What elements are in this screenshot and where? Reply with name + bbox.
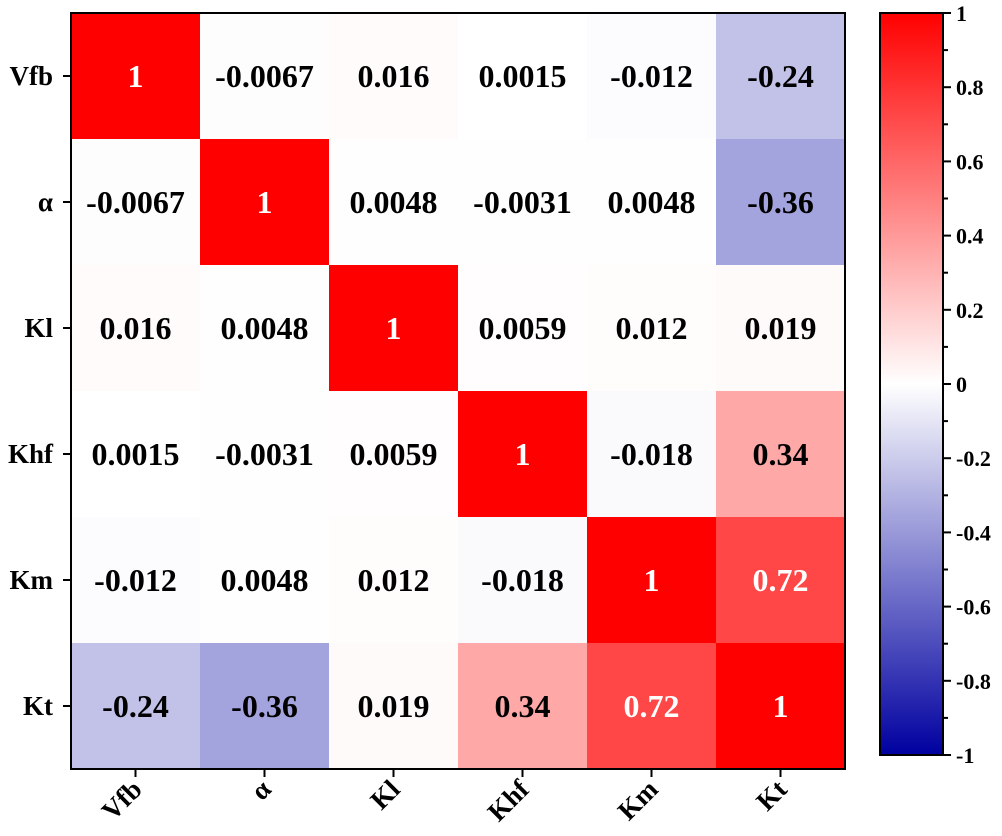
cell-value-label: -0.36 xyxy=(747,184,814,220)
colorbar-tick-label: -0.4 xyxy=(956,520,991,545)
cell-value-label: 0.0059 xyxy=(479,310,567,346)
row-label: Kt xyxy=(23,691,53,721)
cell-value-label: 1 xyxy=(257,184,273,220)
colorbar-tick-label: -1 xyxy=(956,743,974,768)
colorbar-gradient xyxy=(880,13,943,755)
cell-value-label: 1 xyxy=(128,58,144,94)
cell-value-label: 0.0015 xyxy=(92,436,180,472)
row-label: Vfb xyxy=(9,61,53,91)
cell-value-label: -0.018 xyxy=(610,436,693,472)
colorbar-tick-label: 0.2 xyxy=(956,298,984,323)
cell-value-label: -0.0031 xyxy=(473,184,572,220)
colorbar-tick-label: 1 xyxy=(956,1,967,26)
cell-value-label: 0.012 xyxy=(358,562,430,598)
cell-value-label: 1 xyxy=(515,436,531,472)
column-label: Km xyxy=(612,774,664,826)
cell-value-label: 0.0059 xyxy=(350,436,438,472)
colorbar-tick-label: -0.2 xyxy=(956,446,991,471)
cell-value-label: 1 xyxy=(644,562,660,598)
cell-value-label: -0.012 xyxy=(610,58,693,94)
cell-value-label: 0.016 xyxy=(358,58,430,94)
cell-value-label: -0.36 xyxy=(231,688,298,724)
cell-value-label: 0.72 xyxy=(624,688,680,724)
cell-value-label: -0.012 xyxy=(94,562,177,598)
cell-value-label: 0.019 xyxy=(358,688,430,724)
row-label: Km xyxy=(10,565,54,595)
column-label: Khf xyxy=(482,773,536,827)
cell-value-label: 0.012 xyxy=(616,310,688,346)
cell-value-label: 0.019 xyxy=(745,310,817,346)
colorbar-ticks: 1 0.8 0.6 0.4 0.2 0 -0.2 -0.4 -0.6 -0.8 -1 xyxy=(943,1,991,768)
cell-value-label: -0.0067 xyxy=(215,58,314,94)
column-label: Kt xyxy=(750,774,792,816)
column-label: α xyxy=(245,774,277,806)
cell-value-label: 0.0048 xyxy=(608,184,696,220)
cell-value-label: -0.24 xyxy=(747,58,814,94)
row-label: Khf xyxy=(8,439,54,469)
cell-value-label: 0.0015 xyxy=(479,58,567,94)
column-label: Vfb xyxy=(96,774,148,826)
cell-value-label: 1 xyxy=(386,310,402,346)
colorbar-tick-label: 0 xyxy=(956,372,967,397)
column-labels: Vfb α Kl Khf Km Kt xyxy=(96,769,793,827)
cell-value-label: -0.0067 xyxy=(86,184,185,220)
colorbar-tick-label: 0.8 xyxy=(956,75,984,100)
cell-value-label: 0.016 xyxy=(100,310,172,346)
colorbar-tick-label: 0.4 xyxy=(956,224,984,249)
column-label: Kl xyxy=(364,774,406,816)
cell-value-label: 0.34 xyxy=(753,436,809,472)
cell-value-label: 0.0048 xyxy=(350,184,438,220)
row-labels: Vfb α Kl Khf Km Kt xyxy=(8,61,71,721)
cell-value-label: -0.0031 xyxy=(215,436,314,472)
cell-value-label: 0.72 xyxy=(753,562,809,598)
cell-value-label: -0.018 xyxy=(481,562,564,598)
cell-value-label: 0.0048 xyxy=(221,310,309,346)
colorbar-tick-label: -0.6 xyxy=(956,595,991,620)
row-label: Kl xyxy=(24,313,53,343)
row-label: α xyxy=(38,187,53,217)
heatmap-cells: 1 -0.0067 0.016 0.0015 -0.012 -0.24 -0.0067 1 0.… xyxy=(71,13,846,770)
colorbar xyxy=(880,13,943,755)
colorbar-tick-label: -0.8 xyxy=(956,669,991,694)
cell-value-label: 0.0048 xyxy=(221,562,309,598)
colorbar-tick-label: 0.6 xyxy=(956,149,984,174)
cell-value-label: -0.24 xyxy=(102,688,169,724)
cell-value-label: 0.34 xyxy=(495,688,551,724)
cell-value-label: 1 xyxy=(773,688,789,724)
